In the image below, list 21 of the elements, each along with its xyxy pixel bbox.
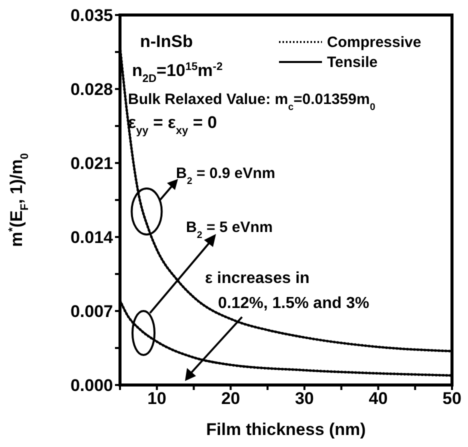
y-tick-label: 0.021 [70, 154, 113, 174]
legend-label: Compressive [327, 34, 422, 51]
annotation: n$_{2D}$=10$^{15}$m$^{-2}$ [132, 61, 223, 85]
y-tick-label: 0.014 [70, 228, 114, 248]
x-tick-label: 50 [442, 389, 462, 408]
annotation: Bulk Relaxed Value: m$_{c}$=0.01359m$_{0}$ [128, 91, 376, 112]
x-tick-label: 30 [294, 389, 314, 408]
annotation: B$_{2}$ = 5 eVnm [186, 219, 273, 240]
annotation: B$_{2}$ = 0.9 eVnm [176, 165, 276, 186]
y-tick-label: 0.028 [70, 80, 113, 100]
annotation: ε increases in [205, 270, 310, 287]
text: 0.000 [70, 376, 113, 396]
annotation: n-InSb [140, 32, 193, 51]
x-axis-title: Film thickness (nm) [206, 420, 366, 439]
legend-label: Tensile [327, 54, 378, 71]
x-tick-label: 10 [147, 389, 166, 408]
y-tick-label: 0.007 [70, 302, 113, 322]
annotation: 0.12%, 1.5% and 3% [218, 295, 370, 312]
x-tick-label: 40 [368, 389, 388, 408]
x-tick-label: 20 [221, 389, 240, 408]
y-tick-label: 0.035 [70, 6, 113, 26]
